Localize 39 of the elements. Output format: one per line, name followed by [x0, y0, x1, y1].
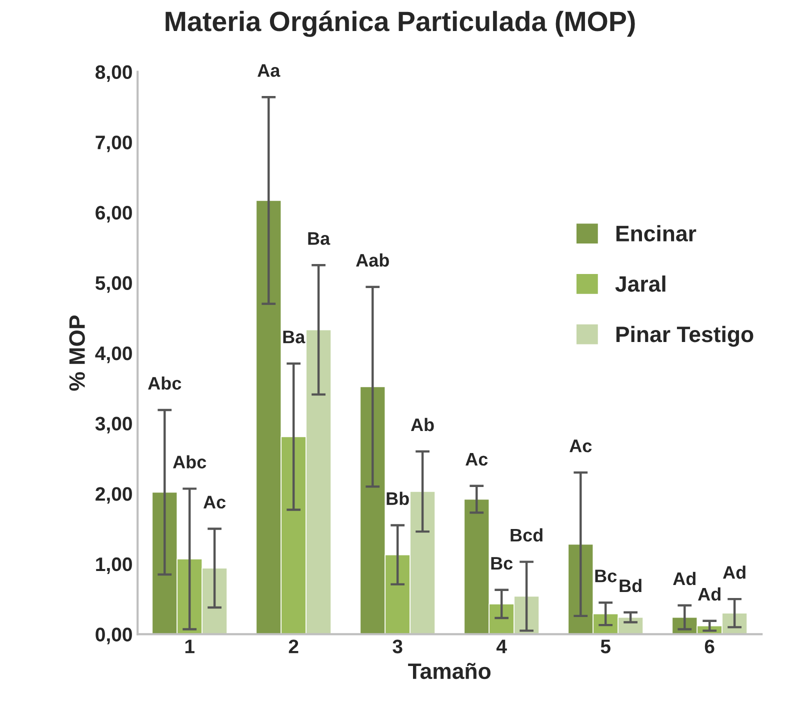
y-tick-label: 7,00 [96, 136, 132, 152]
y-tick-label: 3,00 [95, 416, 132, 434]
x-tick-label: 3 [392, 640, 402, 654]
legend-label: Encinar [616, 225, 696, 242]
y-axis-title: % MOP [69, 315, 85, 391]
annotation: Ad [722, 566, 746, 579]
x-tick-label: 4 [496, 640, 507, 654]
x-tick-label: 5 [600, 640, 610, 654]
x-tick-label: 6 [704, 640, 714, 654]
annotation: Aab [356, 253, 389, 267]
annotation: Abc [172, 455, 206, 468]
annotation: Ac [466, 453, 488, 466]
annotation: Ba [308, 232, 330, 245]
annotation: Ac [203, 496, 226, 509]
y-tick-label: 1,00 [96, 557, 132, 574]
annotation: Ba [283, 330, 306, 344]
annotation: Ad [698, 587, 720, 601]
y-tick-label: 8,00 [96, 65, 132, 82]
annotation: Abc [148, 376, 182, 390]
y-tick-label: 2,00 [96, 487, 132, 504]
legend-label: Pinar Testigo [616, 326, 754, 347]
legend-label: Jaral [615, 276, 666, 292]
y-tick-label: 5,00 [95, 276, 132, 293]
annotation: Aa [258, 64, 280, 77]
x-tick-label: 1 [185, 640, 194, 654]
annotation: Ad [673, 572, 696, 586]
y-tick-label: 6,00 [96, 206, 132, 222]
y-tick-label: 0,00 [96, 628, 132, 644]
annotation: Bb [386, 492, 409, 506]
y-tick-label: 4,00 [95, 346, 132, 364]
annotation: Ac [570, 440, 592, 452]
chart-title: Materia Orgánica Particulada (MOP) [166, 10, 635, 37]
annotation: Bd [620, 578, 642, 592]
annotation: Bc [491, 557, 513, 570]
annotation: Bc [595, 570, 617, 582]
annotation: Bcd [510, 528, 542, 542]
x-axis-title: Tamaño [408, 662, 491, 680]
annotation: Ab [410, 418, 434, 432]
x-tick-label: 2 [288, 640, 298, 654]
